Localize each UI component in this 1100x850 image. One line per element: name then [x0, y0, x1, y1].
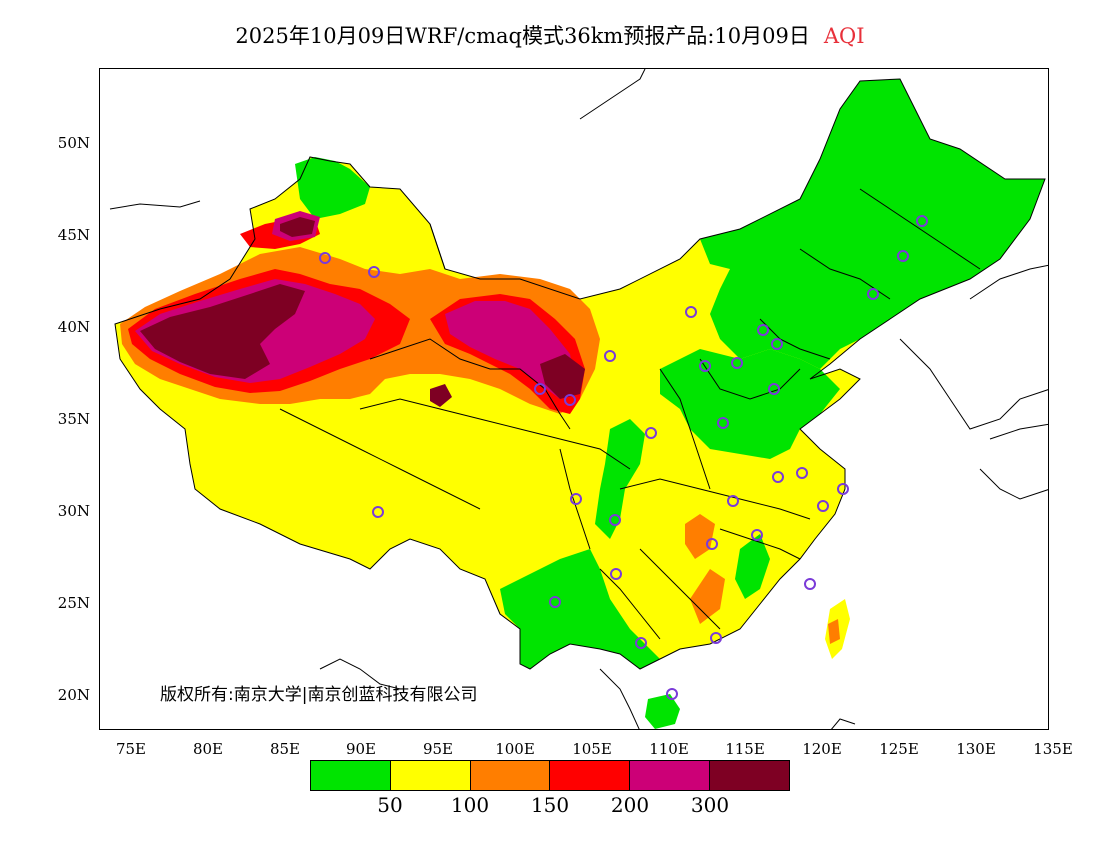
green-central: [595, 419, 645, 539]
station-marker: [771, 338, 783, 350]
station-marker: [570, 493, 582, 505]
station-marker: [372, 506, 384, 518]
station-marker: [666, 688, 678, 700]
variable-label: AQI: [823, 24, 865, 48]
legend-label: 300: [690, 793, 730, 817]
green-northeast: [700, 79, 1045, 369]
green-southeast: [735, 534, 770, 599]
lat-label: 30N: [57, 502, 90, 520]
lon-label: 130E: [956, 740, 996, 758]
map-frame: [99, 68, 1049, 730]
station-marker: [757, 324, 769, 336]
lon-label: 115E: [725, 740, 765, 758]
lon-label: 95E: [422, 740, 454, 758]
orange-south: [690, 569, 725, 624]
station-marker: [731, 357, 743, 369]
lat-label: 35N: [57, 410, 90, 428]
lon-label: 120E: [802, 740, 842, 758]
station-marker: [837, 483, 849, 495]
lat-label: 50N: [57, 134, 90, 152]
lon-label: 85E: [269, 740, 301, 758]
lon-label: 135E: [1033, 740, 1073, 758]
lon-label: 110E: [649, 740, 689, 758]
station-marker: [751, 529, 763, 541]
green-north-plain: [660, 349, 840, 459]
station-marker: [804, 578, 816, 590]
station-marker: [768, 383, 780, 395]
lon-label: 90E: [345, 740, 377, 758]
station-marker: [549, 596, 561, 608]
lat-label: 25N: [57, 594, 90, 612]
lon-label: 105E: [572, 740, 612, 758]
lon-label: 125E: [879, 740, 919, 758]
legend-swatch: [629, 761, 710, 790]
title-text: 2025年10月09日WRF/cmaq模式36km预报产品:10月09日: [235, 24, 810, 48]
maroon-qinghai: [430, 384, 452, 407]
aqi-map: [109, 69, 1048, 729]
maroon-gansu: [540, 354, 585, 399]
station-marker: [706, 538, 718, 550]
lon-label: 75E: [115, 740, 147, 758]
legend-swatch: [389, 761, 470, 790]
legend-label: 100: [450, 793, 490, 817]
lat-label: 45N: [57, 226, 90, 244]
station-marker: [897, 250, 909, 262]
legend-swatch: [311, 761, 390, 790]
station-marker: [796, 467, 808, 479]
lon-label: 100E: [495, 740, 535, 758]
legend-label: 150: [530, 793, 570, 817]
station-marker: [610, 568, 622, 580]
station-marker: [319, 252, 331, 264]
lat-label: 40N: [57, 318, 90, 336]
maroon-xinjiang: [140, 284, 305, 379]
station-marker: [368, 266, 380, 278]
green-hainan: [645, 694, 680, 729]
lon-label: 80E: [192, 740, 224, 758]
station-marker: [685, 306, 697, 318]
color-legend: [310, 760, 790, 791]
station-marker: [534, 383, 546, 395]
legend-swatch: [549, 761, 630, 790]
station-marker: [867, 288, 879, 300]
station-marker: [817, 500, 829, 512]
station-marker: [727, 495, 739, 507]
station-marker: [609, 514, 621, 526]
station-marker: [699, 360, 711, 372]
station-marker: [645, 427, 657, 439]
station-marker: [710, 632, 722, 644]
legend-swatch: [469, 761, 550, 790]
neighbor-coastlines: [109, 69, 1048, 729]
map-title: 2025年10月09日WRF/cmaq模式36km预报产品:10月09日 AQI: [0, 20, 1100, 50]
taiwan-orange: [828, 619, 840, 644]
city-stations: [319, 215, 928, 700]
station-marker: [564, 394, 576, 406]
station-marker: [772, 471, 784, 483]
legend-swatch: [709, 761, 789, 790]
green-northwest-edge: [295, 157, 370, 219]
station-marker: [604, 350, 616, 362]
legend-label: 200: [610, 793, 650, 817]
copyright-text: 版权所有:南京大学|南京创蓝科技有限公司: [160, 685, 478, 705]
station-marker: [717, 417, 729, 429]
station-marker: [635, 637, 647, 649]
green-southwest: [500, 549, 660, 669]
station-marker: [916, 215, 928, 227]
legend-label: 50: [377, 793, 403, 817]
lat-label: 20N: [57, 686, 90, 704]
maroon-north-xj: [280, 217, 315, 237]
magenta-gansu: [445, 301, 575, 399]
